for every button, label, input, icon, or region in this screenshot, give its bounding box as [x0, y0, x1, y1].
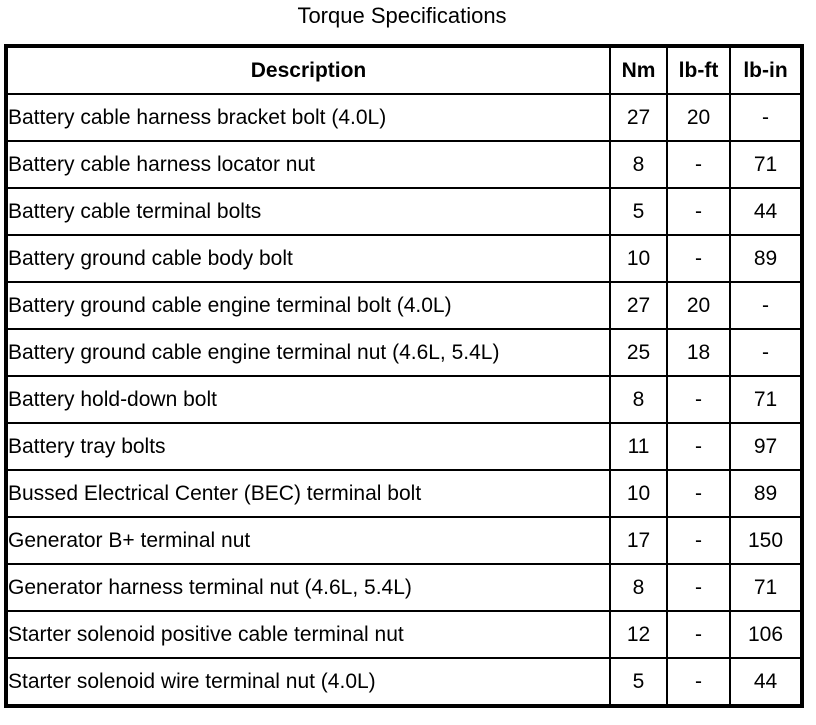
nm-value-cell: 10 — [609, 234, 668, 283]
nm-value-cell: 27 — [609, 281, 668, 330]
table-header-row: Description Nm lb-ft lb-in — [5, 45, 803, 95]
lb-ft-value-cell: - — [666, 563, 731, 612]
page-title: Torque Specifications — [297, 3, 507, 28]
table-row: Bussed Electrical Center (BEC) terminal … — [5, 469, 803, 518]
nm-value-cell: 11 — [609, 422, 668, 471]
page: Torque Specifications Description Nm lb-… — [0, 3, 816, 725]
column-header-lb-in: lb-in — [729, 45, 803, 95]
table-row: Generator B+ terminal nut 17 - 150 — [5, 516, 803, 565]
lb-ft-value-cell: 20 — [666, 281, 731, 330]
description-cell: Battery ground cable engine terminal nut… — [5, 328, 611, 377]
table-row: Battery hold-down bolt 8 - 71 — [5, 375, 803, 424]
table-row: Battery ground cable engine terminal nut… — [5, 328, 803, 377]
lb-ft-value-cell: - — [666, 234, 731, 283]
lb-ft-value-cell: 20 — [666, 93, 731, 142]
column-header-description: Description — [5, 45, 611, 95]
table-row: Battery cable harness bracket bolt (4.0L… — [5, 93, 803, 142]
column-header-lb-ft: lb-ft — [666, 45, 731, 95]
nm-value-cell: 12 — [609, 610, 668, 659]
nm-value-cell: 5 — [609, 657, 668, 707]
nm-value-cell: 8 — [609, 140, 668, 189]
lb-ft-value-cell: - — [666, 375, 731, 424]
lb-in-value-cell: 150 — [729, 516, 803, 565]
lb-ft-value-cell: - — [666, 516, 731, 565]
table-row: Starter solenoid wire terminal nut (4.0L… — [5, 657, 803, 707]
description-cell: Generator B+ terminal nut — [5, 516, 611, 565]
lb-ft-value-cell: - — [666, 657, 731, 707]
lb-in-value-cell: 97 — [729, 422, 803, 471]
table-row: Battery ground cable engine terminal bol… — [5, 281, 803, 330]
table-row: Generator harness terminal nut (4.6L, 5.… — [5, 563, 803, 612]
description-cell: Bussed Electrical Center (BEC) terminal … — [5, 469, 611, 518]
lb-in-value-cell: 44 — [729, 657, 803, 707]
description-cell: Battery cable terminal bolts — [5, 187, 611, 236]
lb-in-value-cell: - — [729, 328, 803, 377]
nm-value-cell: 10 — [609, 469, 668, 518]
column-header-nm: Nm — [609, 45, 668, 95]
lb-ft-value-cell: - — [666, 140, 731, 189]
table-row: Battery ground cable body bolt 10 - 89 — [5, 234, 803, 283]
lb-in-value-cell: 71 — [729, 375, 803, 424]
description-cell: Battery hold-down bolt — [5, 375, 611, 424]
lb-ft-value-cell: - — [666, 422, 731, 471]
lb-ft-value-cell: - — [666, 187, 731, 236]
nm-value-cell: 5 — [609, 187, 668, 236]
lb-in-value-cell: 89 — [729, 234, 803, 283]
description-cell: Battery tray bolts — [5, 422, 611, 471]
table-row: Battery cable harness locator nut 8 - 71 — [5, 140, 803, 189]
description-cell: Starter solenoid positive cable terminal… — [5, 610, 611, 659]
nm-value-cell: 27 — [609, 93, 668, 142]
description-cell: Battery cable harness bracket bolt (4.0L… — [5, 93, 611, 142]
nm-value-cell: 8 — [609, 563, 668, 612]
nm-value-cell: 8 — [609, 375, 668, 424]
lb-in-value-cell: 71 — [729, 563, 803, 612]
lb-in-value-cell: 89 — [729, 469, 803, 518]
torque-spec-table: Description Nm lb-ft lb-in Battery cable… — [4, 44, 804, 708]
nm-value-cell: 25 — [609, 328, 668, 377]
table-body: Battery cable harness bracket bolt (4.0L… — [5, 93, 803, 707]
description-cell: Battery ground cable body bolt — [5, 234, 611, 283]
lb-ft-value-cell: - — [666, 610, 731, 659]
table-row: Battery cable terminal bolts 5 - 44 — [5, 187, 803, 236]
lb-in-value-cell: 71 — [729, 140, 803, 189]
lb-in-value-cell: - — [729, 281, 803, 330]
description-cell: Starter solenoid wire terminal nut (4.0L… — [5, 657, 611, 707]
table-row: Battery tray bolts 11 - 97 — [5, 422, 803, 471]
lb-ft-value-cell: - — [666, 469, 731, 518]
table-row: Starter solenoid positive cable terminal… — [5, 610, 803, 659]
description-cell: Generator harness terminal nut (4.6L, 5.… — [5, 563, 611, 612]
description-cell: Battery ground cable engine terminal bol… — [5, 281, 611, 330]
description-cell: Battery cable harness locator nut — [5, 140, 611, 189]
nm-value-cell: 17 — [609, 516, 668, 565]
lb-in-value-cell: 44 — [729, 187, 803, 236]
lb-ft-value-cell: 18 — [666, 328, 731, 377]
lb-in-value-cell: 106 — [729, 610, 803, 659]
lb-in-value-cell: - — [729, 93, 803, 142]
